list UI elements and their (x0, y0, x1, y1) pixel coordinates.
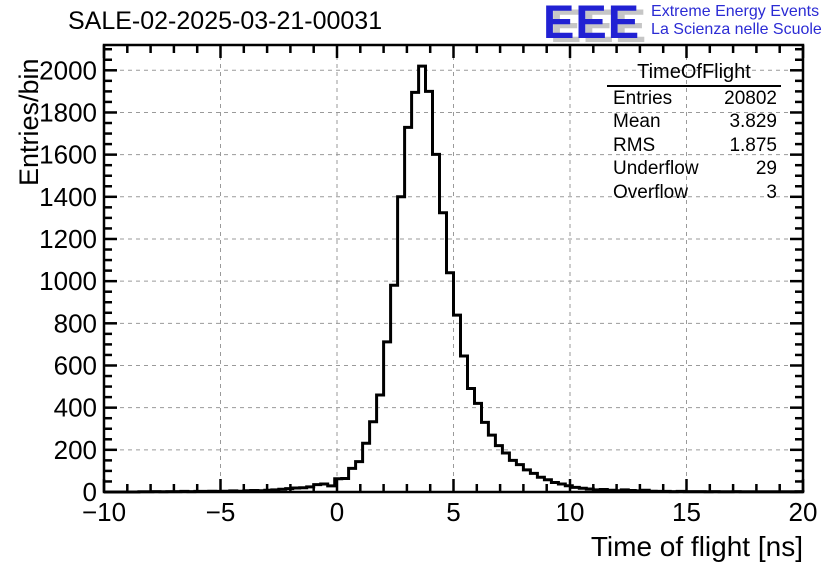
y-tick-label: 1400 (39, 182, 97, 212)
stats-value: 20802 (724, 88, 777, 109)
stats-box: TimeOfFlight Entries 20802 Mean 3.829 RM… (607, 61, 781, 204)
y-axis-title: Entries/bin (14, 58, 44, 186)
y-tick-label: 1800 (39, 97, 97, 127)
x-tick-labels: −10 −5 0 5 10 15 20 (82, 497, 818, 527)
stats-label: Overflow (613, 181, 688, 203)
stats-value: 3 (766, 181, 777, 203)
stats-row-overflow: Overflow 3 (607, 181, 781, 204)
stats-label: Mean (613, 111, 661, 133)
y-tick-label: 1000 (39, 266, 97, 296)
y-tick-label: 600 (54, 350, 97, 380)
y-tick-label: 0 (83, 477, 97, 507)
x-tick-label: 10 (556, 497, 585, 527)
eee-logo-line2: La Scienza nelle Scuole (651, 21, 822, 38)
axis-ticks (102, 45, 805, 494)
stats-row-entries: Entries 20802 (607, 87, 781, 110)
y-tick-label: 800 (54, 308, 97, 338)
x-tick-label: 15 (672, 497, 701, 527)
x-tick-label: 0 (330, 497, 344, 527)
y-tick-labels: 0 200 400 600 800 1000 1200 1400 1600 1800 2000 (39, 55, 97, 507)
stats-row-mean: Mean 3.829 (607, 110, 781, 133)
stats-value: 29 (755, 158, 777, 180)
stats-row-underflow: Underflow 29 (607, 157, 781, 180)
x-tick-label: 20 (789, 497, 818, 527)
stats-title: TimeOfFlight (607, 61, 781, 87)
stats-value: 1.875 (729, 134, 777, 156)
stats-value: 3.829 (729, 111, 777, 133)
y-tick-label: 2000 (39, 55, 97, 85)
stats-label: Underflow (613, 158, 699, 180)
x-tick-label: −10 (82, 497, 126, 527)
eee-logo-acronym: EEE (543, 0, 641, 48)
plot-title: SALE-02-2025-03-21-00031 (68, 7, 383, 35)
y-tick-label: 1600 (39, 140, 97, 170)
eee-logo: EEE Extreme Energy Events La Scienza nel… (543, 0, 822, 48)
x-axis-title: Time of flight [ns] (590, 531, 803, 562)
eee-logo-subtitle: Extreme Energy Events La Scienza nelle S… (651, 3, 822, 39)
y-tick-label: 200 (54, 435, 97, 465)
grid-lines (104, 45, 803, 492)
x-tick-label: −5 (206, 497, 236, 527)
y-tick-label: 1200 (39, 224, 97, 254)
eee-logo-line1: Extreme Energy Events (651, 3, 820, 20)
stats-row-rms: RMS 1.875 (607, 134, 781, 157)
stats-label: RMS (613, 134, 656, 156)
y-tick-label: 400 (54, 393, 97, 423)
stats-label: Entries (613, 88, 673, 109)
x-tick-label: 5 (446, 497, 460, 527)
